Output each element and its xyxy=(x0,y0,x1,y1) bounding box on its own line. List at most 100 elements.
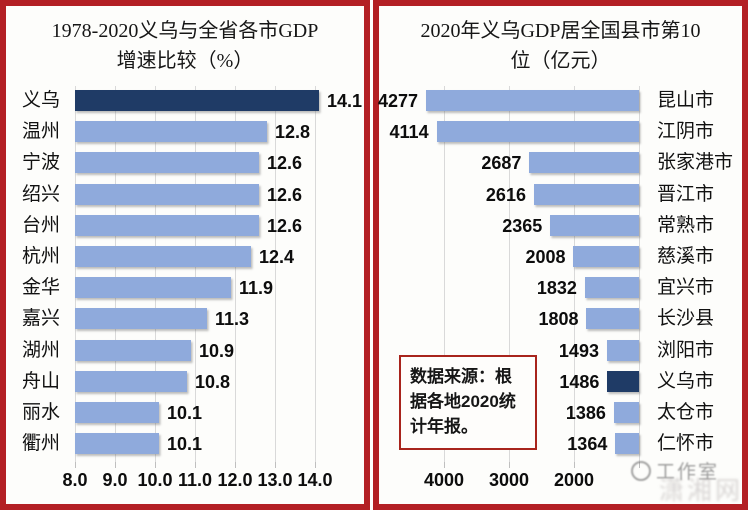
category-label: 昆山市 xyxy=(657,90,715,111)
bar-value-label: 12.4 xyxy=(259,247,295,267)
category-label: 浏阳市 xyxy=(657,339,715,361)
tick-mark xyxy=(75,462,76,468)
bar-value-label: 10.1 xyxy=(167,403,203,423)
gridline xyxy=(155,86,156,462)
bar xyxy=(425,90,639,111)
bar xyxy=(75,370,187,392)
x-tick-label: 14.0 xyxy=(297,470,333,490)
gridline xyxy=(115,86,116,462)
bar-value-label: 14.1 xyxy=(327,91,363,111)
bar-value-label: 11.9 xyxy=(239,278,274,299)
category-label: 台州 xyxy=(22,214,61,236)
bar xyxy=(75,433,159,455)
gridline xyxy=(315,86,316,462)
right-chart-title: 2020年义乌GDP居全国县市第10 位（亿元） xyxy=(379,16,742,80)
x-tick-label: 3000 xyxy=(488,470,530,490)
bar-value-label: 1386 xyxy=(565,403,606,423)
bar-value-label: 2365 xyxy=(502,215,543,236)
data-source-text: 数据来源：根据各地2020统计年报。 xyxy=(410,367,516,436)
tick-mark xyxy=(115,462,116,468)
category-label: 张家港市 xyxy=(657,152,734,174)
bar-value-label: 1486 xyxy=(559,371,600,392)
category-label: 晋江市 xyxy=(657,183,715,205)
bar-value-label: 1808 xyxy=(538,309,579,330)
bar xyxy=(75,246,251,267)
x-tick-label: 4000 xyxy=(423,470,465,490)
bar-value-label: 12.6 xyxy=(267,184,303,205)
bar xyxy=(75,277,231,299)
bar xyxy=(75,183,259,205)
right-chart-title-line2: 位（亿元） xyxy=(510,50,611,72)
bar-value-label: 11.3 xyxy=(215,309,250,330)
bar xyxy=(529,152,639,174)
left-chart-x-axis: 8.0 9.0 10.0 11.0 12.0 13.0 14.0 xyxy=(6,468,364,494)
tick-mark xyxy=(639,462,640,468)
x-tick-label: 13.0 xyxy=(257,470,293,490)
gridline xyxy=(639,86,640,462)
x-tick-label: 8.0 xyxy=(62,470,88,490)
bar xyxy=(75,402,159,423)
bar xyxy=(533,183,639,205)
right-chart-panel: 2020年义乌GDP居全国县市第10 位（亿元） 4277 昆山市 4114 江阴市 2… xyxy=(373,0,748,510)
gridline xyxy=(574,86,575,462)
category-label: 丽水 xyxy=(22,402,61,423)
category-label: 宁波 xyxy=(22,152,61,174)
right-chart-x-axis: 4000 3000 2000 xyxy=(379,468,742,494)
highlight-bar xyxy=(607,370,639,392)
category-label: 慈溪市 xyxy=(657,246,715,267)
bar-value-label: 2687 xyxy=(481,153,522,174)
tick-mark xyxy=(195,462,196,468)
bar xyxy=(75,308,207,330)
x-tick-label: 12.0 xyxy=(217,470,253,490)
category-label: 常熟市 xyxy=(657,214,715,236)
left-chart-title-line2: 增速比较（%） xyxy=(116,50,254,72)
bar-value-label: 10.8 xyxy=(195,371,231,392)
x-tick-label: 9.0 xyxy=(102,470,128,490)
bar xyxy=(606,339,639,361)
left-chart-panel: 1978-2020义乌与全省各市GDP 增速比较（%） 义乌 14.1 温州 12.8… xyxy=(0,0,370,510)
gridline xyxy=(195,86,196,462)
bar-value-label: 1493 xyxy=(558,340,599,361)
left-chart-plot-area: 义乌 14.1 温州 12.8 宁波 12.6 绍兴 12.6 台州 12.6 杭州 12.4 金华 11… xyxy=(6,86,364,468)
bar-value-label: 12.8 xyxy=(275,122,311,143)
tick-mark xyxy=(509,462,510,468)
bar-value-label: 10.9 xyxy=(199,340,235,361)
bar-value-label: 12.6 xyxy=(267,153,303,174)
right-chart-plot-area: 4277 昆山市 4114 江阴市 2687 张家港市 2616 晋江市 2365 常熟市 2008… xyxy=(378,86,742,468)
tick-mark xyxy=(444,462,445,468)
bar xyxy=(613,402,639,423)
data-source-box: 数据来源：根据各地2020统计年报。 xyxy=(399,355,537,450)
bar xyxy=(586,308,639,330)
category-label: 长沙县 xyxy=(657,308,715,330)
category-label: 义乌 xyxy=(22,90,61,111)
bar-value-label: 1832 xyxy=(536,278,577,299)
right-chart-title-line1: 2020年义乌GDP居全国县市第10 xyxy=(420,20,701,42)
bar xyxy=(584,277,639,299)
category-label: 宜兴市 xyxy=(657,277,715,299)
category-label: 湖州 xyxy=(22,339,61,361)
bar-value-label: 2616 xyxy=(485,184,526,205)
category-label: 温州 xyxy=(22,121,61,143)
category-label: 嘉兴 xyxy=(22,308,61,330)
tick-mark xyxy=(315,462,316,468)
bar xyxy=(573,246,639,267)
gridline xyxy=(509,86,510,462)
gridline xyxy=(75,86,76,462)
category-label: 江阴市 xyxy=(657,121,715,143)
x-tick-label: 2000 xyxy=(553,470,595,490)
category-label: 义乌市 xyxy=(657,370,715,392)
bar-value-label: 12.6 xyxy=(267,215,303,236)
tick-mark xyxy=(155,462,156,468)
bar-value-label: 2008 xyxy=(525,247,566,267)
category-label: 金华 xyxy=(22,277,61,299)
bar xyxy=(75,339,191,361)
highlight-bar xyxy=(75,90,319,111)
bar-value-label: 4114 xyxy=(389,122,429,143)
gridline xyxy=(275,86,276,462)
tick-mark xyxy=(574,462,575,468)
category-label: 太仓市 xyxy=(657,402,715,423)
x-tick-label: 11.0 xyxy=(177,470,213,490)
category-label: 仁怀市 xyxy=(657,433,715,455)
bar-value-label: 1364 xyxy=(567,434,608,455)
